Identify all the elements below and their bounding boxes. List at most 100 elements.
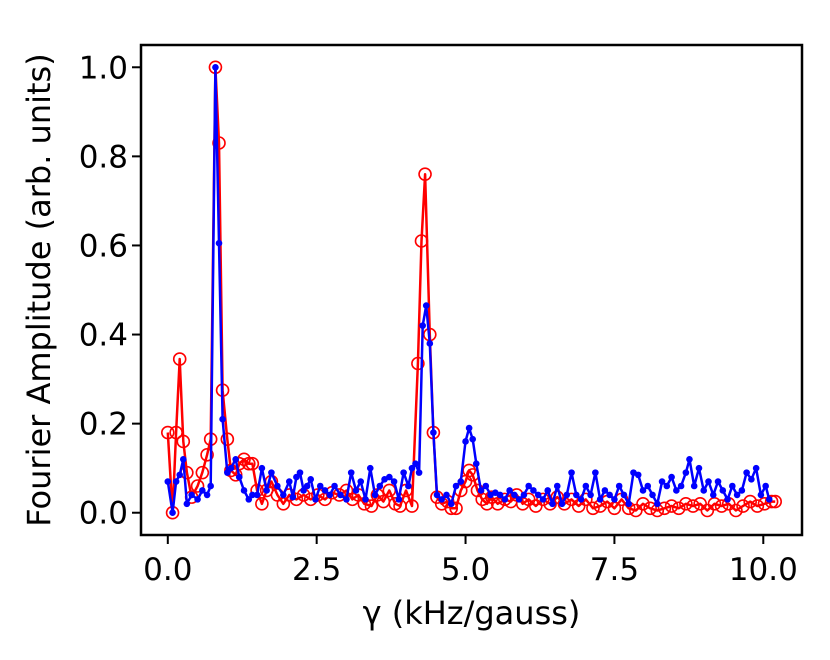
x-axis: 0.0 2.5 5.0 7.5 10.0 xyxy=(143,535,798,588)
series-1-point xyxy=(449,501,463,516)
series-1-point xyxy=(176,434,191,449)
series-1-point xyxy=(332,488,347,502)
series-2-point xyxy=(188,491,195,499)
series-1-point xyxy=(743,494,757,509)
series-2-point xyxy=(729,482,736,490)
series-2-point xyxy=(400,469,407,476)
series-layer xyxy=(160,60,783,520)
series-2-point xyxy=(337,491,344,499)
series-1-point xyxy=(714,499,729,513)
series-2-point xyxy=(395,496,403,503)
y-axis: 0.0 0.2 0.4 0.6 0.8 1.0 xyxy=(79,50,141,532)
series-2-point xyxy=(465,424,473,432)
series-2-point xyxy=(705,478,712,485)
series-2-point xyxy=(677,482,685,490)
series-2-point xyxy=(700,487,708,494)
series-2-point xyxy=(695,464,703,472)
series-2-point xyxy=(563,491,571,499)
series-2-point xyxy=(469,435,476,443)
series-2-point xyxy=(620,491,628,499)
series-2-point xyxy=(215,239,223,247)
series-2-point xyxy=(347,469,355,476)
series-2-point xyxy=(289,493,297,501)
series-2-point xyxy=(386,473,393,481)
series-2-point xyxy=(300,487,307,494)
series-2-point xyxy=(525,482,532,490)
series-2-point xyxy=(544,487,552,494)
series-2-point xyxy=(686,455,693,463)
series-2-point xyxy=(362,496,369,503)
series-2-point xyxy=(164,478,172,485)
series-2-point xyxy=(477,487,485,494)
series-2-point xyxy=(433,491,441,499)
series-2-point xyxy=(280,491,287,499)
series-1-point xyxy=(255,497,269,511)
series-2-point xyxy=(224,469,231,476)
series-1-point xyxy=(245,456,260,471)
series-2-point xyxy=(482,482,490,490)
series-1-point xyxy=(405,499,419,513)
series-1-point xyxy=(160,425,175,440)
series-2-point xyxy=(371,491,379,499)
series-2-point xyxy=(634,471,642,479)
series-2-point xyxy=(682,469,690,476)
series-1-point xyxy=(364,499,379,513)
series-2-point xyxy=(530,487,537,494)
series-2-point xyxy=(649,491,656,499)
series-2-point xyxy=(496,491,504,499)
series-2-point xyxy=(462,438,469,445)
series-2-point xyxy=(249,491,256,499)
series-2-point xyxy=(606,491,613,499)
series-2-point xyxy=(658,478,666,485)
series-1-point xyxy=(220,432,235,447)
series-2-point xyxy=(207,482,214,490)
series-2-point xyxy=(357,478,365,485)
y-tick-label: 0.8 xyxy=(79,139,128,175)
series-2-point xyxy=(443,491,450,499)
series-2-point xyxy=(232,455,239,463)
series-1-point xyxy=(212,136,226,150)
series-2-point xyxy=(293,473,300,481)
series-2-point xyxy=(733,491,741,499)
series-2-point xyxy=(183,500,191,508)
y-tick-label: 0.6 xyxy=(79,228,128,264)
series-2-point xyxy=(625,500,633,508)
series-2-point xyxy=(203,491,211,499)
series-1-point xyxy=(190,479,205,493)
series-2-point xyxy=(296,469,304,476)
series-1-point xyxy=(664,499,679,513)
series-2-point xyxy=(312,496,319,503)
y-tick-label: 1.0 xyxy=(79,50,128,86)
series-1-point xyxy=(195,465,210,480)
series-2-point xyxy=(719,487,727,494)
series-2-point xyxy=(553,482,561,490)
series-2-point xyxy=(506,487,513,494)
series-2-point xyxy=(240,487,248,494)
series-2-point xyxy=(316,482,324,490)
series-2-point xyxy=(539,496,547,503)
series-2-point xyxy=(412,460,419,468)
series-2-point xyxy=(212,63,219,71)
series-2-point xyxy=(472,460,480,468)
series-2-point xyxy=(690,482,698,490)
series-1-point xyxy=(643,501,657,516)
series-2-point xyxy=(438,496,446,503)
series-2-point xyxy=(668,473,675,481)
series-2-point xyxy=(587,491,594,499)
series-2-point xyxy=(601,487,609,494)
series-2-point xyxy=(426,340,434,347)
series-2-point xyxy=(199,487,206,494)
series-2-point xyxy=(673,487,680,494)
series-2-point xyxy=(738,487,746,494)
series-2-point xyxy=(511,491,518,499)
series-1-point xyxy=(490,497,505,511)
series-2-point xyxy=(263,487,270,494)
series-2-point xyxy=(227,464,235,472)
series-1-point xyxy=(172,352,187,366)
series-2-point xyxy=(176,471,184,479)
series-2-point xyxy=(644,482,652,490)
series-2-point xyxy=(169,509,176,517)
series-2-point xyxy=(331,482,338,490)
series-2-point xyxy=(307,476,315,483)
